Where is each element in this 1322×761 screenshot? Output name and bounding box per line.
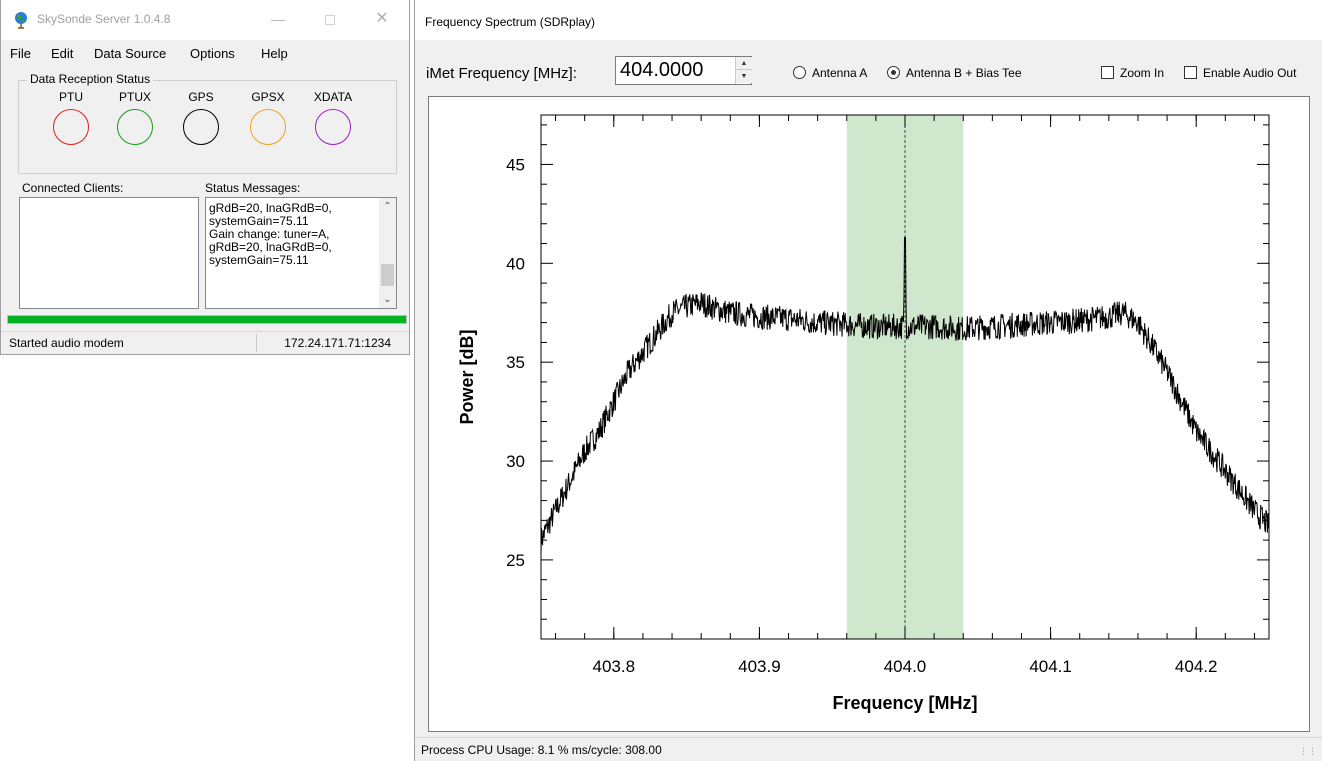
spectrum-window-title: Frequency Spectrum (SDRplay) — [425, 15, 596, 29]
antenna-b-option[interactable]: Antenna B + Bias Tee — [887, 66, 1022, 80]
scroll-down-icon[interactable]: ⌄ — [383, 294, 392, 305]
spectrum-title-bar[interactable]: Frequency Spectrum (SDRplay) — [415, 0, 1322, 40]
spectrum-series-line — [540, 237, 1270, 554]
spectrum-plot-panel[interactable]: 403.8 403.9 404.0 404.1 404.2 25 30 35 40 45 Fre… — [428, 96, 1310, 732]
enable-audio-label: Enable Audio Out — [1203, 66, 1297, 80]
connected-clients-list[interactable] — [19, 197, 199, 309]
status-messages-text: gRdB=20, lnaGRdB=0, systemGain=75.11 Gai… — [209, 201, 332, 267]
x-tick-label: 403.9 — [738, 657, 781, 676]
frequency-label: iMet Frequency [MHz]: — [426, 65, 577, 82]
zoom-in-option[interactable]: Zoom In — [1101, 66, 1164, 80]
status-divider — [256, 334, 257, 352]
skysonde-server-window: SkySonde Server 1.0.4.8 — ✕ File Edit Da… — [0, 0, 410, 355]
status-bar: Started audio modem 172.24.171.71:1234 — [1, 331, 409, 354]
progress-bar — [7, 315, 407, 324]
status-scrollbar[interactable]: ⌃ ⌄ — [379, 198, 396, 308]
menu-data-source[interactable]: Data Source — [94, 46, 167, 61]
status-messages-box[interactable]: gRdB=20, lnaGRdB=0, systemGain=75.11 Gai… — [205, 197, 397, 309]
cpu-usage-text: Process CPU Usage: 8.1 % ms/cycle: 308.0… — [421, 743, 662, 757]
frequency-spectrum-window: Frequency Spectrum (SDRplay) iMet Freque… — [414, 0, 1322, 761]
frequency-input[interactable] — [615, 56, 752, 85]
spin-up-icon[interactable]: ▲ — [736, 57, 752, 70]
spectrum-status-bar: Process CPU Usage: 8.1 % ms/cycle: 308.0… — [415, 737, 1322, 761]
y-tick-label: 25 — [506, 551, 525, 570]
maximize-icon — [325, 15, 335, 26]
resize-grip-icon[interactable]: ⋮⋮ — [1299, 746, 1317, 756]
antenna-b-label: Antenna B + Bias Tee — [906, 66, 1022, 80]
server-address: 172.24.171.71:1234 — [284, 336, 391, 350]
y-tick-labels: 25 30 35 40 45 — [506, 155, 525, 569]
indicator-label: GPS — [188, 90, 214, 104]
globe-icon — [13, 11, 29, 29]
title-bar[interactable]: SkySonde Server 1.0.4.8 — ✕ — [1, 0, 409, 40]
zoom-in-label: Zoom In — [1120, 66, 1165, 80]
menu-file[interactable]: File — [10, 46, 31, 61]
axis-ticks — [541, 115, 1269, 639]
x-axis-label: Frequency [MHz] — [832, 693, 977, 713]
data-reception-label: Data Reception Status — [27, 72, 154, 86]
spin-down-icon[interactable]: ▼ — [736, 70, 752, 83]
scroll-thumb[interactable] — [381, 264, 394, 286]
indicator-label: PTUX — [118, 90, 151, 104]
x-tick-labels: 403.8 403.9 404.0 404.1 404.2 — [593, 657, 1218, 676]
y-tick-label: 40 — [506, 254, 525, 273]
indicator-gps: GPS — [171, 90, 231, 145]
data-reception-group — [18, 80, 397, 174]
antenna-a-label: Antenna A — [812, 66, 868, 80]
status-messages-label: Status Messages: — [205, 181, 301, 195]
status-circle-icon — [53, 109, 89, 145]
zoom-in-checkbox[interactable] — [1101, 66, 1114, 79]
x-tick-label: 404.1 — [1029, 657, 1072, 676]
status-text: Started audio modem — [9, 336, 124, 350]
menu-bar: File Edit Data Source Options Help — [1, 40, 409, 66]
indicator-ptu: PTU — [41, 90, 101, 145]
menu-help[interactable]: Help — [261, 46, 288, 61]
status-circle-icon — [117, 109, 153, 145]
enable-audio-option[interactable]: Enable Audio Out — [1184, 66, 1296, 80]
indicator-label: PTU — [59, 90, 83, 104]
indicator-label: XDATA — [313, 90, 353, 104]
y-tick-label: 30 — [506, 452, 525, 471]
y-tick-label: 35 — [506, 353, 525, 372]
enable-audio-checkbox[interactable] — [1184, 66, 1197, 79]
indicator-xdata: XDATA — [303, 90, 363, 145]
antenna-a-option[interactable]: Antenna A — [793, 66, 867, 80]
x-tick-label: 404.2 — [1175, 657, 1218, 676]
progress-fill — [8, 316, 406, 323]
frequency-spinner[interactable]: ▲ ▼ — [735, 57, 752, 84]
status-circle-icon — [315, 109, 351, 145]
window-title: SkySonde Server 1.0.4.8 — [37, 12, 171, 26]
antenna-a-radio[interactable] — [793, 66, 806, 79]
menu-options[interactable]: Options — [190, 46, 235, 61]
menu-edit[interactable]: Edit — [51, 46, 74, 61]
spectrum-chart: 403.8 403.9 404.0 404.1 404.2 25 30 35 40 45 Fre… — [457, 114, 1270, 713]
scroll-up-icon[interactable]: ⌃ — [383, 201, 392, 212]
close-button[interactable]: ✕ — [375, 10, 389, 27]
x-tick-label: 403.8 — [593, 657, 636, 676]
x-tick-label: 404.0 — [884, 657, 927, 676]
y-axis-label: Power [dB] — [457, 329, 477, 424]
indicator-gpsx: GPSX — [238, 90, 298, 145]
minimize-button[interactable]: — — [271, 11, 285, 27]
indicator-label: GPSX — [251, 90, 285, 104]
connected-clients-label: Connected Clients: — [22, 181, 124, 195]
indicator-ptux: PTUX — [105, 90, 165, 145]
antenna-b-radio[interactable] — [887, 66, 900, 79]
status-circle-icon — [183, 109, 219, 145]
maximize-button[interactable] — [315, 7, 345, 31]
status-circle-icon — [250, 109, 286, 145]
y-tick-label: 45 — [506, 155, 525, 174]
